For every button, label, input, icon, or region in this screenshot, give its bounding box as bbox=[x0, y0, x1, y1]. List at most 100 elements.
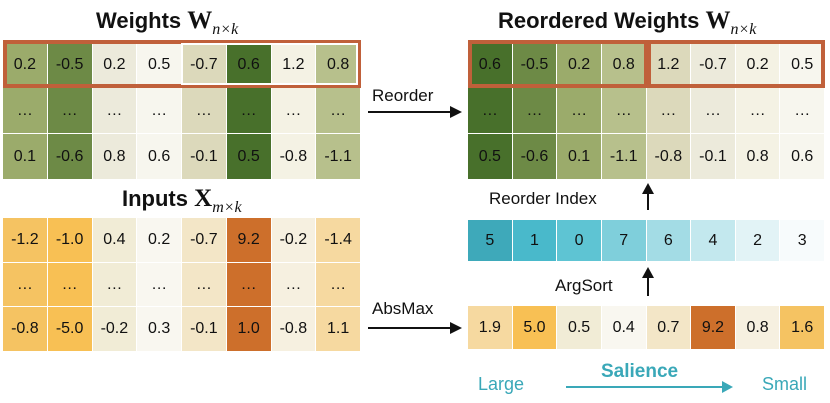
absmax-cell: 1.9 bbox=[468, 306, 513, 350]
index-cell: 2 bbox=[735, 220, 781, 262]
inputs-matrix: -1.2 -1.0 0.4 0.2 -0.7 9.2 -0.2 -1.4…………………… -0.… bbox=[3, 218, 361, 352]
absmax-cell: 0.8 bbox=[735, 306, 781, 350]
weights-cell: 0.6 bbox=[137, 134, 182, 180]
weights-cell: 0.5 bbox=[226, 134, 272, 180]
reordered-cell: 0.2 bbox=[735, 42, 781, 88]
legend-large: Large bbox=[478, 374, 525, 394]
weights-cell: 1.2 bbox=[271, 42, 317, 88]
weights-cell: … bbox=[316, 88, 361, 134]
reorder-index-arrow-head bbox=[642, 183, 654, 194]
reordered-cell: 0.8 bbox=[601, 42, 647, 88]
inputs-cell: 0.4 bbox=[92, 218, 138, 263]
reordered-matrix-symbol: W bbox=[705, 7, 731, 34]
weights-subscript: n×k bbox=[212, 21, 239, 38]
weights-cell: -1.1 bbox=[316, 134, 361, 180]
inputs-cell: -0.1 bbox=[182, 307, 227, 352]
reordered-cell: … bbox=[468, 88, 513, 134]
inputs-cell: -0.7 bbox=[182, 218, 227, 263]
argsort-arrow bbox=[647, 276, 649, 296]
absmax-arrow bbox=[368, 327, 452, 329]
salience-arrow-head bbox=[722, 381, 733, 393]
reordered-cell: … bbox=[601, 88, 647, 134]
reordered-cell: … bbox=[646, 88, 692, 134]
inputs-cell: … bbox=[316, 263, 361, 307]
weights-matrix-symbol: W bbox=[187, 7, 213, 34]
inputs-cell: 0.2 bbox=[137, 218, 182, 263]
absmax-label: AbsMax bbox=[372, 299, 434, 318]
weights-cell: -0.7 bbox=[182, 42, 227, 88]
inputs-cell: 9.2 bbox=[226, 218, 272, 263]
reordered-cell: -0.6 bbox=[512, 134, 558, 180]
reorder-label: Reorder bbox=[372, 86, 434, 105]
argsort-label: ArgSort bbox=[555, 276, 613, 295]
reordered-cell: 0.5 bbox=[780, 42, 825, 88]
weights-cell: … bbox=[182, 88, 227, 134]
inputs-title-text: Inputs bbox=[122, 186, 188, 211]
reordered-cell: … bbox=[512, 88, 558, 134]
index-cell: 4 bbox=[691, 220, 736, 262]
weights-title-text: Weights bbox=[96, 8, 182, 33]
weights-cell: 0.5 bbox=[137, 42, 182, 88]
weights-cell: 0.8 bbox=[316, 42, 361, 88]
inputs-cell: … bbox=[3, 263, 48, 307]
inputs-cell: 0.3 bbox=[137, 307, 182, 352]
index-cell: 3 bbox=[780, 220, 825, 262]
reordered-cell: 0.6 bbox=[468, 42, 513, 88]
reorder-index-arrow bbox=[647, 192, 649, 210]
reordered-cell: … bbox=[691, 88, 736, 134]
reordered-cell: 1.2 bbox=[646, 42, 692, 88]
index-cell: 6 bbox=[646, 220, 692, 262]
reordered-subscript: n×k bbox=[730, 21, 757, 38]
inputs-cell: -1.4 bbox=[316, 218, 361, 263]
inputs-title: Inputs Xm×k bbox=[122, 185, 242, 217]
weights-cell: … bbox=[226, 88, 272, 134]
argsort-arrow-head bbox=[642, 267, 654, 278]
inputs-cell: … bbox=[92, 263, 138, 307]
inputs-cell: -0.2 bbox=[271, 218, 317, 263]
reordered-cell: 0.2 bbox=[557, 42, 602, 88]
reordered-cell: -0.8 bbox=[646, 134, 692, 180]
reordered-cell: 0.5 bbox=[468, 134, 513, 180]
index-cell: 0 bbox=[557, 220, 602, 262]
reorder-arrow bbox=[368, 111, 452, 113]
reordered-cell: … bbox=[735, 88, 781, 134]
inputs-cell: … bbox=[137, 263, 182, 307]
reordered-weights-matrix: 0.6 -0.5 0.2 0.8 1.2 -0.7 0.2 0.5…………………… 0.5 -0.… bbox=[468, 42, 825, 180]
weights-cell: … bbox=[137, 88, 182, 134]
inputs-matrix-symbol: X bbox=[194, 185, 213, 212]
inputs-cell: 1.1 bbox=[316, 307, 361, 352]
legend-salience: Salience bbox=[601, 361, 679, 382]
absmax-row: 1.9 5.0 0.5 0.4 0.7 9.2 0.8 1.6 bbox=[468, 306, 825, 350]
reordered-cell: -0.1 bbox=[691, 134, 736, 180]
inputs-cell: … bbox=[226, 263, 272, 307]
inputs-cell: 1.0 bbox=[226, 307, 272, 352]
weights-cell: -0.6 bbox=[47, 134, 93, 180]
weights-cell: … bbox=[47, 88, 93, 134]
absmax-cell: 9.2 bbox=[691, 306, 736, 350]
weights-matrix: 0.2 -0.5 0.2 0.5 -0.7 0.6 1.2 0.8…………………… 0.1 -0.… bbox=[3, 42, 361, 180]
absmax-cell: 0.5 bbox=[557, 306, 602, 350]
inputs-subscript: m×k bbox=[212, 199, 242, 216]
inputs-cell: -1.0 bbox=[47, 218, 93, 263]
weights-cell: 0.2 bbox=[3, 42, 48, 88]
reorder-index-label: Reorder Index bbox=[489, 189, 597, 208]
inputs-cell: -0.2 bbox=[92, 307, 138, 352]
inputs-cell: … bbox=[182, 263, 227, 307]
inputs-cell: -0.8 bbox=[271, 307, 317, 352]
inputs-cell: -0.8 bbox=[3, 307, 48, 352]
reordered-cell: -1.1 bbox=[601, 134, 647, 180]
absmax-cell: 0.4 bbox=[601, 306, 647, 350]
reordered-cell: -0.5 bbox=[512, 42, 558, 88]
weights-cell: … bbox=[3, 88, 48, 134]
absmax-cell: 0.7 bbox=[646, 306, 692, 350]
reordered-cell: … bbox=[557, 88, 602, 134]
index-cell: 1 bbox=[512, 220, 558, 262]
index-cell: 5 bbox=[468, 220, 513, 262]
weights-cell: 0.8 bbox=[92, 134, 138, 180]
absmax-cell: 1.6 bbox=[780, 306, 825, 350]
legend-small: Small bbox=[762, 374, 808, 394]
weights-cell: 0.6 bbox=[226, 42, 272, 88]
reordered-title: Reordered Weights Wn×k bbox=[498, 7, 757, 39]
weights-cell: 0.1 bbox=[3, 134, 48, 180]
